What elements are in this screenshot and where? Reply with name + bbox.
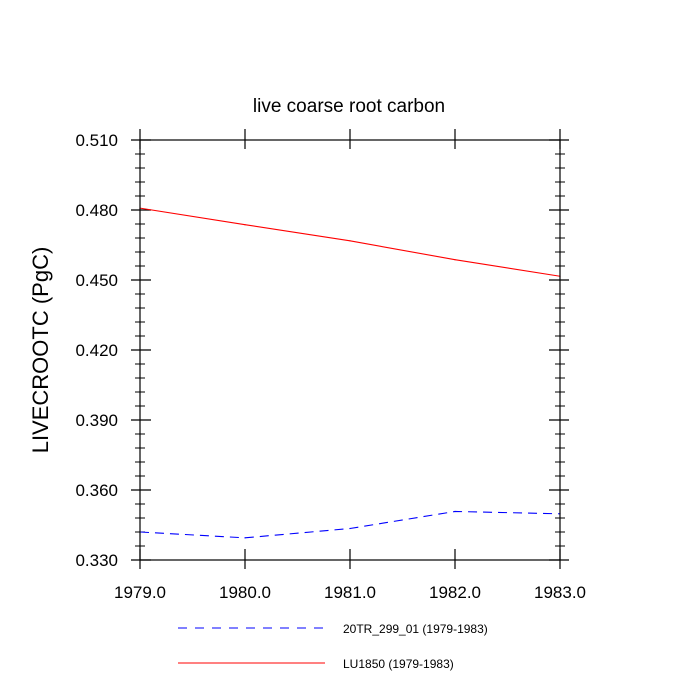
y-tick-label: 0.510 bbox=[75, 131, 118, 150]
legend-label-0: 20TR_299_01 (1979-1983) bbox=[343, 622, 488, 636]
x-tick-label: 1982.0 bbox=[429, 583, 481, 602]
series-lines bbox=[139, 207, 561, 539]
x-tick-label: 1979.0 bbox=[114, 583, 166, 602]
y-tick-label: 0.360 bbox=[75, 481, 118, 500]
plot-frame bbox=[139, 139, 561, 561]
y-tick-label: 0.420 bbox=[75, 341, 118, 360]
chart-title: live coarse root carbon bbox=[253, 96, 445, 117]
tick-labels: 1979.0 1980.0 1981.0 1982.0 1983.0 0.330 0.360… bbox=[75, 131, 586, 602]
data-point bbox=[244, 224, 246, 226]
series-line-0 bbox=[139, 510, 561, 539]
x-tick-label: 1980.0 bbox=[219, 583, 271, 602]
x-tick-label: 1983.0 bbox=[534, 583, 586, 602]
series-line-1 bbox=[139, 207, 561, 277]
legend: 20TR_299_01 (1979-1983) LU1850 (1979-1983… bbox=[178, 622, 488, 671]
tick-marks bbox=[131, 129, 569, 569]
data-point bbox=[244, 537, 246, 539]
y-tick-label: 0.330 bbox=[75, 551, 118, 570]
legend-label-1: LU1850 (1979-1983) bbox=[343, 657, 454, 671]
data-point bbox=[454, 510, 456, 513]
data-point bbox=[454, 259, 456, 261]
y-axis-label: LIVECROOTC (PgC) bbox=[28, 247, 53, 454]
y-tick-label: 0.480 bbox=[75, 201, 118, 220]
data-point bbox=[349, 240, 351, 242]
x-tick-label: 1981.0 bbox=[324, 583, 376, 602]
data-point bbox=[349, 527, 351, 530]
y-tick-label: 0.450 bbox=[75, 271, 118, 290]
y-tick-label: 0.390 bbox=[75, 411, 118, 430]
